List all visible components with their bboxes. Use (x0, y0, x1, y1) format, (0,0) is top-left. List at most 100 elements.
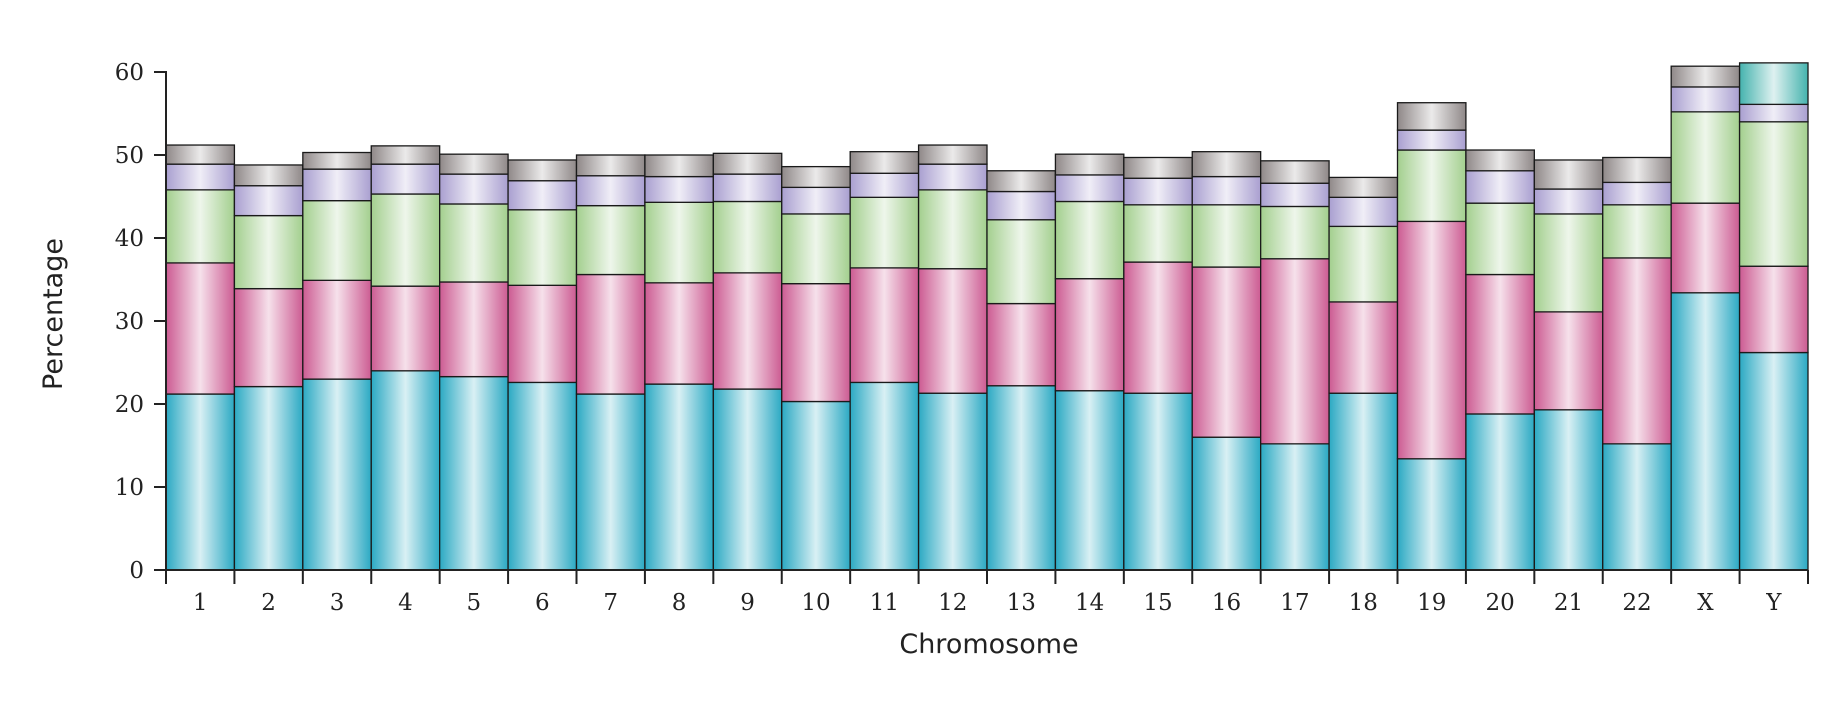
bar-segment-17-5 (1260, 160, 1330, 184)
bar-group-Y (1738, 62, 1809, 571)
bar-segment-14-4 (1054, 174, 1125, 203)
bar-segment-1-2 (165, 262, 236, 395)
bar-group-10 (781, 165, 851, 571)
bar-segment-5-2 (439, 281, 509, 378)
bar-segment-2-5 (233, 164, 304, 187)
bar-segment-18-2 (1328, 301, 1399, 394)
bar-segment-20-4 (1465, 170, 1535, 204)
x-tick-label-7: 7 (603, 590, 618, 616)
bar-segment-9-1 (712, 388, 783, 571)
x-tick-label-6: 6 (535, 590, 550, 616)
bar-segment-7-1 (575, 393, 646, 571)
bar-segment-X-4 (1670, 86, 1741, 113)
x-tick-label-Y: Y (1765, 590, 1782, 616)
bar-group-17 (1260, 160, 1330, 571)
bar-segment-12-4 (917, 163, 988, 191)
bar-segment-8-5 (644, 154, 714, 178)
x-tick-label-11: 11 (870, 590, 899, 616)
bar-segment-17-4 (1260, 182, 1330, 208)
bar-segment-2-2 (233, 287, 304, 388)
bar-segment-5-5 (439, 153, 509, 175)
y-tick-label: 0 (129, 558, 144, 584)
bar-segment-10-3 (781, 213, 851, 285)
bar-segment-21-1 (1533, 409, 1604, 571)
bar-segment-22-1 (1602, 443, 1672, 571)
bar-group-21 (1533, 159, 1604, 571)
y-tick-label: 30 (115, 309, 144, 335)
y-axis-title: Percentage (38, 238, 69, 390)
bar-group-3 (302, 151, 372, 571)
bar-segment-X-3 (1670, 111, 1741, 204)
bar-group-12 (917, 144, 988, 571)
y-tick-label: 20 (115, 392, 144, 418)
bar-segment-15-3 (1123, 204, 1193, 263)
bar-segment-19-1 (1396, 458, 1467, 571)
bar-segment-4-3 (370, 193, 441, 287)
bar-segment-6-2 (507, 284, 578, 384)
bar-segment-18-3 (1328, 225, 1399, 303)
bar-segment-15-5 (1123, 156, 1193, 179)
bar-segment-11-4 (849, 172, 920, 198)
bar-segment-3-5 (302, 151, 372, 170)
bar-segment-19-2 (1396, 220, 1467, 460)
bar-segment-22-3 (1602, 204, 1672, 259)
bar-group-16 (1191, 151, 1262, 571)
bars-layer (165, 62, 1809, 571)
bar-segment-1-4 (165, 163, 236, 191)
x-tick-label-5: 5 (467, 590, 482, 616)
bar-segment-13-4 (986, 190, 1057, 221)
bar-segment-5-3 (439, 203, 509, 283)
bar-segment-21-3 (1533, 213, 1604, 313)
x-tick-label-2: 2 (261, 590, 276, 616)
bar-segment-8-3 (644, 201, 714, 284)
bar-segment-3-2 (302, 279, 372, 380)
x-tick-label-10: 10 (801, 590, 830, 616)
bar-segment-15-1 (1123, 392, 1193, 571)
x-tick-label-8: 8 (672, 590, 687, 616)
bar-segment-8-1 (644, 383, 714, 571)
bar-segment-4-4 (370, 163, 441, 195)
bar-segment-9-5 (712, 152, 783, 175)
y-tick-label: 60 (115, 60, 144, 86)
bar-segment-14-1 (1054, 390, 1125, 571)
bar-group-22 (1602, 156, 1672, 571)
x-tick-label-1: 1 (193, 590, 208, 616)
bar-segment-13-1 (986, 385, 1057, 571)
x-axis-title: Chromosome (899, 629, 1078, 660)
bar-segment-X-1 (1670, 292, 1741, 571)
bar-segment-20-3 (1465, 202, 1535, 276)
bar-group-7 (575, 154, 646, 571)
x-tick-label-21: 21 (1554, 590, 1583, 616)
x-tick-label-18: 18 (1349, 590, 1378, 616)
bar-segment-3-4 (302, 168, 372, 202)
bar-segment-11-5 (849, 151, 920, 174)
x-tick-label-4: 4 (398, 590, 413, 616)
bar-segment-5-4 (439, 173, 509, 205)
bar-segment-10-5 (781, 165, 851, 189)
x-tick-label-12: 12 (938, 590, 967, 616)
bar-segment-8-4 (644, 175, 714, 203)
x-tick-label-9: 9 (740, 590, 755, 616)
bar-segment-9-4 (712, 173, 783, 203)
bar-segment-6-5 (507, 159, 578, 182)
bar-segment-11-1 (849, 381, 920, 571)
bar-segment-1-5 (165, 144, 236, 165)
bar-segment-16-1 (1191, 436, 1262, 571)
bar-segment-8-2 (644, 282, 714, 385)
bar-segment-19-4 (1396, 129, 1467, 151)
bar-group-X (1670, 65, 1741, 571)
bar-group-15 (1123, 156, 1193, 571)
bar-segment-9-3 (712, 200, 783, 274)
bar-segment-1-1 (165, 393, 236, 571)
y-tick-label: 10 (115, 475, 144, 501)
bar-segment-4-5 (370, 145, 441, 165)
bar-segment-16-2 (1191, 266, 1262, 438)
bar-segment-10-1 (781, 400, 851, 571)
bar-segment-X-2 (1670, 202, 1741, 294)
x-tick-label-3: 3 (330, 590, 345, 616)
bar-segment-4-1 (370, 370, 441, 571)
x-tick-label-19: 19 (1417, 590, 1446, 616)
bar-segment-5-1 (439, 375, 509, 571)
y-axis-ticks: 0 10 20 30 40 50 60 (115, 60, 166, 584)
